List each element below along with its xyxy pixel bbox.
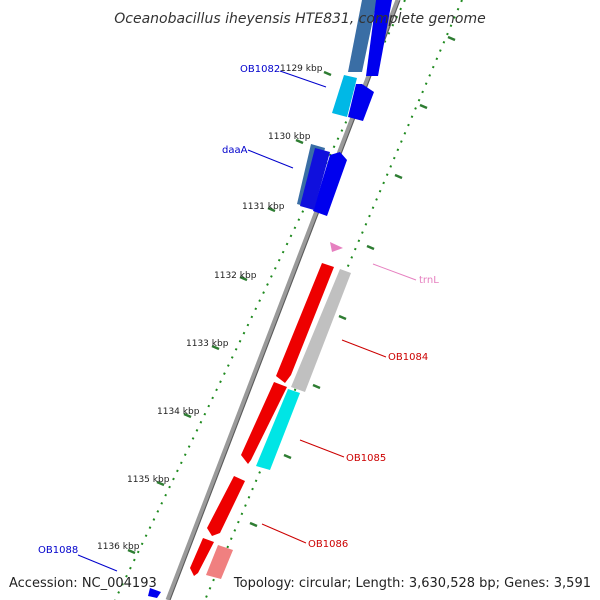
label-ob1082[interactable]: OB1082 — [240, 64, 280, 75]
trna-trnL[interactable] — [330, 242, 343, 252]
gene-ob1082-blue[interactable] — [348, 84, 374, 121]
gene-ob1084-grey[interactable] — [291, 269, 351, 392]
label-ob1085[interactable]: OB1085 — [346, 453, 386, 464]
ruler-label-1133: 1133 kbp — [186, 339, 229, 349]
gene-bottom-pink[interactable] — [206, 545, 233, 579]
gene-ob1084-red[interactable] — [276, 263, 334, 383]
callout-ob1082 — [279, 70, 327, 88]
callout-ob1088 — [77, 554, 118, 572]
label-ob1088[interactable]: OB1088 — [38, 545, 78, 556]
ruler-label-1134: 1134 kbp — [157, 407, 200, 417]
callout-ob1086 — [261, 523, 307, 544]
callout-ob1084 — [341, 339, 387, 358]
major-ticks — [249, 35, 456, 528]
ruler-label-1130: 1130 kbp — [268, 132, 311, 142]
ruler-label-1129: 1129 kbp — [280, 64, 323, 74]
gene-ob1086-red[interactable] — [207, 476, 245, 536]
inner-dotted-ruler — [204, 0, 463, 600]
label-ob1084[interactable]: OB1084 — [388, 352, 428, 363]
gene-daaA-blue[interactable] — [313, 152, 347, 216]
gene-bottom-red[interactable] — [190, 538, 214, 576]
map-title: Oceanobacillus iheyensis HTE831, complet… — [114, 11, 485, 27]
ruler-label-1132: 1132 kbp — [214, 271, 257, 281]
gene-top-steel[interactable] — [348, 0, 377, 72]
callout-trnL — [372, 263, 417, 281]
outer-major-ticks — [127, 70, 332, 555]
accession-text: Accession: NC_004193 — [9, 576, 157, 591]
callout-ob1085 — [299, 439, 345, 458]
gene-top-blue-outer[interactable] — [366, 0, 392, 76]
label-ob1086[interactable]: OB1086 — [308, 539, 348, 550]
ruler-label-1135: 1135 kbp — [127, 475, 170, 485]
gene-ob1088-blue[interactable] — [148, 588, 161, 598]
label-trnL[interactable]: trnL — [419, 275, 439, 286]
gene-daaA-blue-inner[interactable] — [300, 148, 330, 210]
ruler-label-1136: 1136 kbp — [97, 542, 140, 552]
gene-ob1082-light[interactable] — [332, 75, 357, 117]
summary-text: Topology: circular; Length: 3,630,528 bp… — [233, 576, 591, 591]
outer-dotted-ruler — [114, 0, 406, 600]
label-daaA[interactable]: daaA — [222, 145, 248, 156]
gene-ob1085-cyan[interactable] — [256, 389, 300, 470]
ruler-label-1131: 1131 kbp — [242, 202, 285, 212]
callout-daaA — [247, 149, 294, 169]
gene-ob1085-red[interactable] — [241, 382, 287, 464]
